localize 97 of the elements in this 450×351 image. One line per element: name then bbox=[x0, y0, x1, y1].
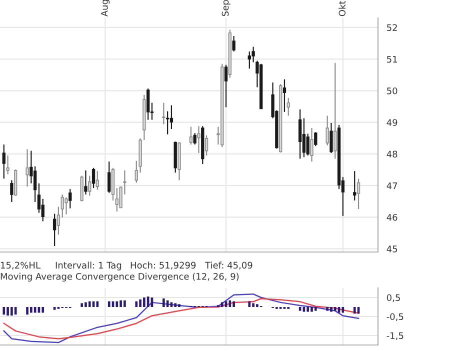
candlestick bbox=[353, 170, 356, 202]
bar bbox=[162, 298, 165, 307]
candlestick bbox=[10, 180, 14, 203]
candlestick bbox=[330, 122, 333, 154]
x-tick-label: Sep bbox=[222, 0, 230, 16]
bar bbox=[26, 307, 28, 315]
candlestick bbox=[108, 161, 111, 194]
bar bbox=[170, 302, 173, 307]
bar bbox=[84, 302, 87, 307]
bar bbox=[135, 301, 138, 307]
bar bbox=[10, 307, 13, 316]
candlestick bbox=[170, 104, 174, 130]
bar bbox=[326, 307, 329, 311]
candlestick bbox=[314, 132, 318, 147]
bar bbox=[178, 304, 180, 307]
bar bbox=[146, 296, 150, 307]
candlestick bbox=[60, 194, 64, 218]
candlestick bbox=[56, 206, 60, 236]
candlestick bbox=[197, 126, 200, 154]
y-tick-label: 52 bbox=[387, 24, 397, 32]
bar bbox=[228, 300, 232, 307]
bar bbox=[310, 307, 313, 312]
bar bbox=[334, 307, 336, 311]
candlestick bbox=[6, 155, 10, 175]
candlestick bbox=[146, 88, 150, 120]
bar bbox=[116, 301, 118, 307]
candlestick bbox=[115, 188, 118, 212]
candlestick bbox=[166, 110, 170, 135]
candlestick bbox=[84, 170, 88, 196]
bar bbox=[302, 307, 306, 312]
candlestick bbox=[68, 188, 72, 209]
x-tick-label: Okt bbox=[338, 0, 346, 16]
bar bbox=[256, 304, 258, 307]
candlestick bbox=[41, 198, 44, 222]
bar bbox=[252, 303, 254, 307]
candlestick bbox=[2, 144, 6, 180]
candlestick bbox=[92, 167, 96, 189]
y-tick-label: 50 bbox=[387, 87, 398, 94]
candlestick bbox=[189, 126, 193, 146]
candlestick bbox=[80, 175, 84, 202]
bar bbox=[353, 307, 356, 314]
bar bbox=[80, 303, 84, 307]
y-tick-label: 46 bbox=[386, 214, 398, 221]
candlestick bbox=[232, 35, 236, 52]
x-tick-label: Aug bbox=[101, 0, 110, 17]
bar bbox=[330, 307, 332, 312]
bar bbox=[306, 307, 310, 312]
text: Tief: 45,09 bbox=[204, 262, 252, 270]
bar bbox=[42, 307, 44, 313]
candlestick bbox=[224, 64, 228, 108]
y-tick-label: 47 bbox=[386, 182, 398, 190]
y-tick-label: 0,5 bbox=[386, 294, 400, 302]
bar bbox=[143, 298, 146, 307]
bar bbox=[120, 300, 122, 307]
candlestick bbox=[26, 148, 29, 188]
bar bbox=[2, 307, 6, 315]
bar bbox=[14, 307, 17, 315]
candlestick bbox=[204, 134, 208, 156]
candlestick bbox=[37, 182, 41, 214]
candlestick bbox=[162, 102, 166, 125]
text: Hoch: 51,9299 bbox=[130, 262, 196, 270]
bar bbox=[30, 307, 32, 313]
bar bbox=[248, 301, 251, 307]
bar bbox=[6, 307, 9, 316]
candlestick bbox=[248, 50, 251, 70]
bar bbox=[88, 301, 91, 307]
candlestick bbox=[64, 196, 68, 215]
candlestick bbox=[334, 62, 337, 160]
bar bbox=[174, 303, 177, 307]
candlestick bbox=[302, 118, 306, 158]
candlestick bbox=[310, 127, 314, 162]
candlestick bbox=[306, 133, 310, 156]
chart-title: Moving Average Convergence Divergence (12, 26, 9) bbox=[0, 272, 239, 282]
bar bbox=[232, 301, 235, 307]
y-tick-label: 51 bbox=[387, 56, 397, 63]
text: 15,2%HL bbox=[0, 262, 40, 270]
bar bbox=[124, 300, 126, 307]
candlestick bbox=[33, 166, 37, 203]
y-tick-label: -0,5 bbox=[386, 313, 404, 321]
candlestick bbox=[326, 115, 329, 146]
bar bbox=[314, 307, 317, 311]
text: Intervall: 1 Tag bbox=[56, 262, 122, 270]
bar bbox=[220, 302, 224, 307]
candlestick bbox=[88, 175, 92, 196]
candlestick bbox=[286, 97, 290, 116]
bar bbox=[108, 301, 110, 307]
candlestick bbox=[356, 178, 360, 210]
y-tick-label: 48 bbox=[386, 150, 398, 158]
y-tick-label: 45 bbox=[386, 246, 398, 252]
candlestick bbox=[298, 108, 302, 160]
bar bbox=[139, 299, 142, 307]
candlestick bbox=[193, 132, 196, 146]
y-tick-label: 49 bbox=[386, 119, 398, 126]
candlestick bbox=[96, 170, 100, 190]
candlestick bbox=[282, 78, 286, 112]
y-tick-label: -1,5 bbox=[386, 332, 404, 340]
candlestick bbox=[52, 213, 56, 247]
